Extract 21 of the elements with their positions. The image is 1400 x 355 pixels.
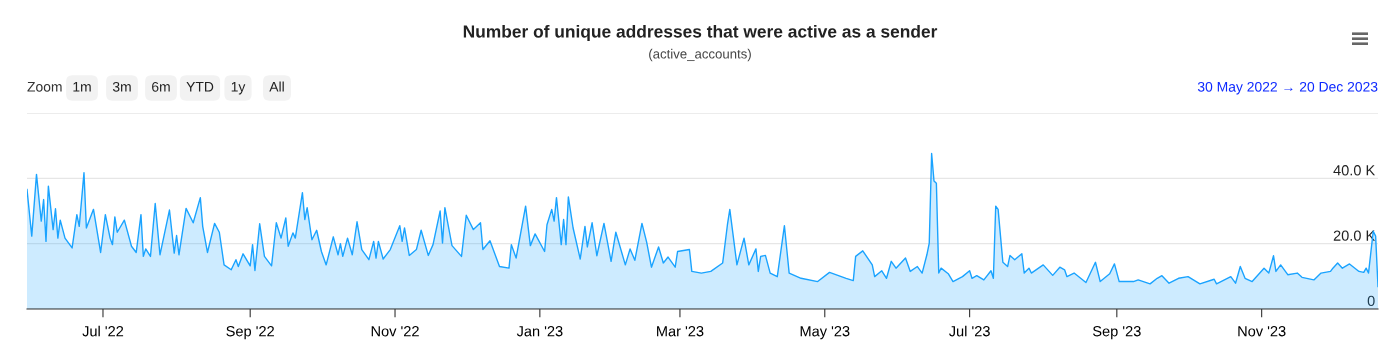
- x-tick-label: Jul '22: [82, 325, 124, 337]
- chart-title: Number of unique addresses that were active as a sender: [463, 24, 938, 42]
- text: 3m: [112, 81, 131, 92]
- y-tick-label: 0: [1367, 295, 1375, 307]
- x-tick-label: Mar '23: [657, 326, 704, 337]
- text: 1m: [73, 82, 91, 92]
- x-tick-label: Nov '22: [371, 326, 419, 337]
- text: 1y: [231, 82, 246, 95]
- x-tick-label: Nov '23: [1238, 326, 1286, 337]
- text: YTD: [186, 82, 214, 92]
- text: 30 May 2022 → 20 Dec 2023: [1197, 81, 1378, 95]
- y-tick-label: 40.0 K: [1333, 165, 1376, 176]
- x-tick-label: Sep '23: [1092, 326, 1141, 340]
- x-tick-label: Jan '23: [516, 326, 563, 337]
- text: All: [269, 81, 284, 92]
- chart-subtitle: (active_accounts): [649, 48, 751, 62]
- x-tick-label: Sep '22: [226, 326, 274, 340]
- text: 6m: [152, 81, 170, 92]
- x-tick-label: May '23: [800, 326, 850, 340]
- text: Zoom: [27, 82, 62, 92]
- x-tick-label: Jul '23: [948, 325, 990, 337]
